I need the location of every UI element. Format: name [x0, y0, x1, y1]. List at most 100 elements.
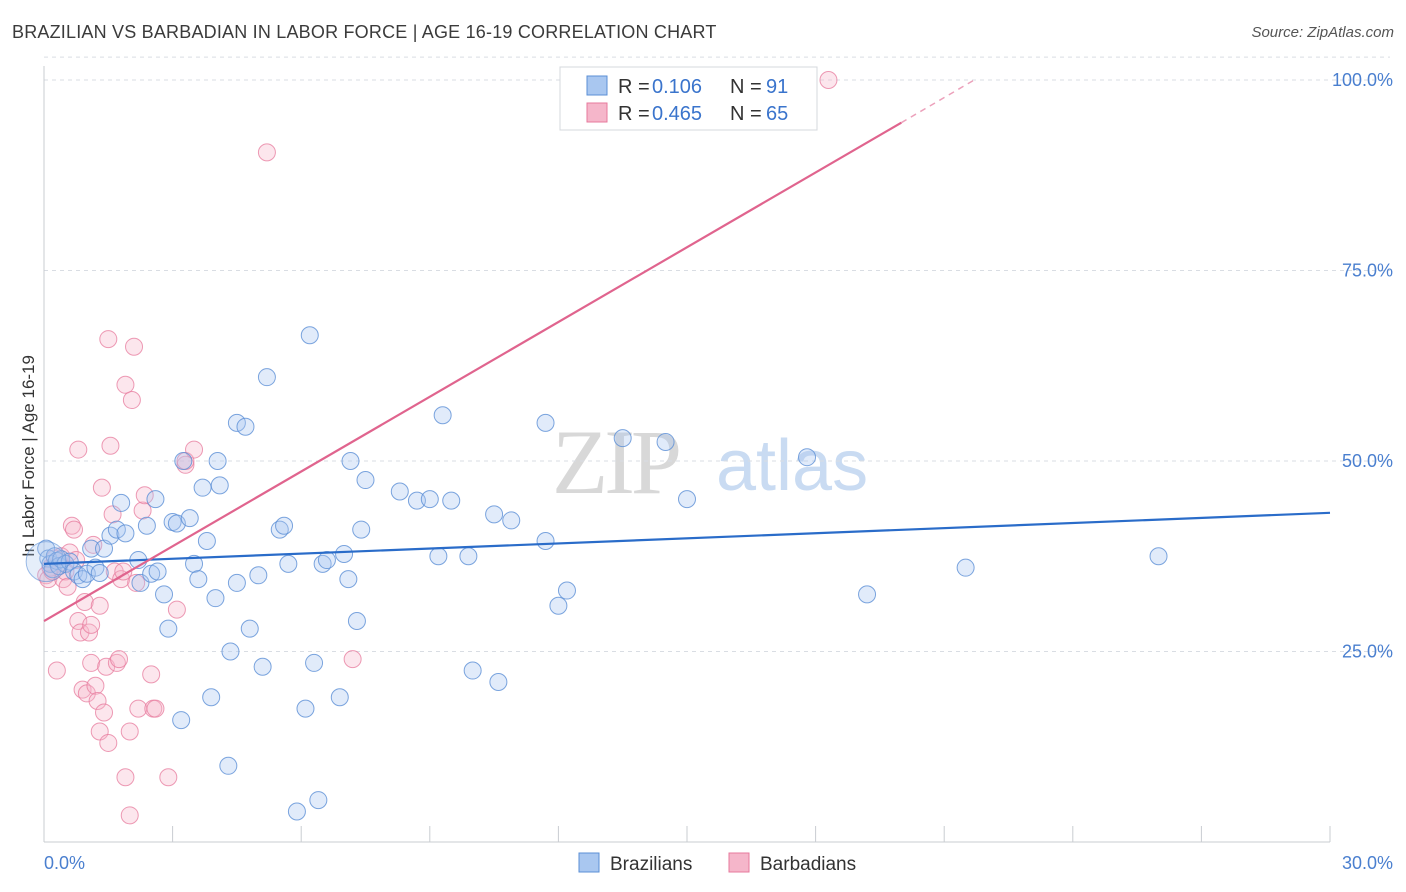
brazilians-point	[189, 570, 208, 589]
brazilians-point	[330, 688, 349, 707]
stats-legend-n-value-pink: 65	[766, 103, 788, 125]
barbadians-point	[116, 375, 135, 394]
barbadians-trend-line	[43, 121, 902, 622]
barbadians-point	[99, 733, 118, 752]
brazilians-point	[275, 516, 294, 535]
watermark-zip: ZIP	[552, 411, 679, 513]
barbadians-point	[185, 440, 204, 459]
barbadians-point	[167, 600, 186, 619]
brazilians-trend-line	[43, 511, 1331, 565]
brazilians-point	[82, 539, 101, 558]
brazilians-point	[656, 432, 675, 451]
y-tick-label-75: 75.0%	[1342, 261, 1393, 281]
brazilians-point	[317, 551, 336, 570]
brazilians-point	[240, 619, 259, 638]
brazilians-point	[202, 688, 221, 707]
brazilians-point	[137, 516, 156, 535]
barbadians-point	[80, 623, 99, 642]
series-legend-label-brazilians[interactable]: Brazilians	[610, 854, 692, 875]
brazilians-point	[257, 368, 276, 387]
brazilians-point	[502, 511, 521, 530]
brazilians-point	[219, 756, 238, 775]
brazilians-point	[459, 547, 478, 566]
barbadians-point	[142, 665, 161, 684]
stats-legend-swatch-blue	[586, 75, 608, 96]
stats-legend-r-value-pink: 0.465	[652, 103, 702, 125]
barbadians-point	[133, 501, 152, 520]
barbadians-point	[343, 650, 362, 669]
brazilians-point	[296, 699, 315, 718]
y-tick-label-50: 50.0%	[1342, 451, 1393, 471]
brazilians-point	[227, 573, 246, 592]
stats-legend-n-label-pink: N =	[730, 103, 762, 125]
brazilians-point	[227, 413, 246, 432]
brazilians-point	[798, 448, 817, 467]
barbadians-point	[99, 330, 118, 349]
barbadians-point	[82, 653, 101, 672]
watermark-atlas: atlas	[716, 426, 868, 506]
barbadians-point	[67, 551, 86, 570]
series-legend-swatch-brazilians[interactable]	[578, 852, 600, 873]
brazilians-point	[107, 520, 126, 539]
brazilians-point	[197, 532, 216, 551]
brazilians-point	[249, 566, 268, 585]
barbadians-point	[58, 577, 77, 596]
brazilians-point	[174, 452, 193, 470]
brazilians-point	[341, 452, 360, 470]
barbadians-point	[120, 806, 139, 825]
brazilians-point	[347, 612, 366, 631]
chart-title: BRAZILIAN VS BARBADIAN IN LABOR FORCE | …	[12, 22, 717, 42]
barbadians-points	[37, 71, 838, 825]
brazilians-point	[433, 406, 452, 425]
y-tick-labels: 25.0% 50.0% 75.0% 100.0%	[1332, 70, 1393, 662]
brazilians-point	[463, 661, 482, 680]
x-tick-label-min: 0.0%	[44, 853, 85, 873]
barbadians-point	[819, 71, 838, 89]
brazilians-point	[549, 596, 568, 615]
brazilians-point	[253, 657, 272, 676]
barbadians-point	[116, 768, 135, 787]
barbadians-point	[95, 703, 114, 722]
barbadians-trend-line-extension	[900, 79, 975, 124]
barbadians-point	[146, 699, 165, 718]
barbadians-point	[82, 615, 101, 634]
brazilians-point	[208, 452, 227, 470]
series-legend-label-barbadians[interactable]: Barbadians	[760, 854, 856, 875]
brazilians-point	[206, 589, 225, 608]
barbadians-point	[110, 650, 129, 669]
brazilians-point	[335, 544, 354, 563]
brazilians-point	[356, 471, 375, 490]
brazilians-point	[112, 493, 131, 512]
brazilians-point	[116, 524, 135, 543]
barbadians-point	[125, 337, 144, 356]
y-tick-label-100: 100.0%	[1332, 70, 1393, 90]
brazilians-point	[236, 417, 255, 436]
brazilians-point	[352, 520, 371, 539]
brazilians-point	[148, 562, 167, 581]
brazilians-point	[442, 491, 461, 510]
brazilians-point	[185, 554, 204, 573]
brazilians-point	[489, 672, 508, 691]
brazilians-point	[485, 505, 504, 524]
brazilians-point	[339, 570, 358, 589]
brazilians-point	[155, 585, 174, 604]
y-axis-title: In Labor Force | Age 16-19	[19, 355, 38, 557]
barbadians-point	[86, 676, 105, 695]
brazilians-point	[305, 653, 324, 672]
barbadians-point	[92, 478, 111, 497]
brazilians-point	[429, 547, 448, 566]
stats-legend-r-label-blue: R =	[618, 76, 650, 98]
brazilians-point	[172, 711, 191, 730]
brazilians-point	[420, 490, 439, 509]
brazilians-points	[25, 326, 1168, 821]
brazilians-point	[90, 564, 109, 583]
x-ticks	[43, 826, 1331, 842]
barbadians-point	[69, 440, 88, 459]
brazilians-point	[180, 509, 199, 528]
brazilians-point	[221, 642, 240, 661]
brazilians-point	[613, 429, 632, 448]
series-legend-swatch-barbadians[interactable]	[728, 852, 750, 873]
brazilians-point	[279, 554, 298, 573]
barbadians-point	[127, 573, 146, 592]
